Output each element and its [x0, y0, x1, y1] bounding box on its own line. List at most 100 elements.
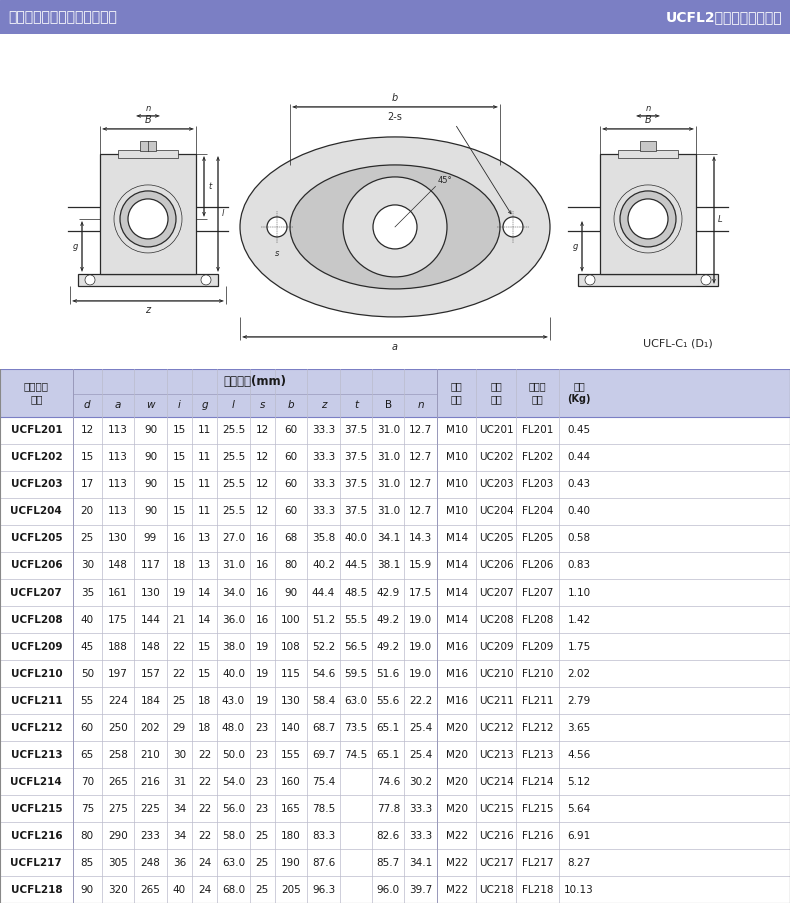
Text: UCFL2系列（标准载荷）: UCFL2系列（标准载荷） — [665, 10, 782, 24]
Text: 22: 22 — [198, 749, 211, 759]
Text: 36: 36 — [173, 858, 186, 868]
Bar — [0, 444, 790, 471]
Text: 35: 35 — [81, 587, 94, 597]
Text: 175: 175 — [108, 614, 128, 624]
Bar — [0, 606, 790, 633]
Circle shape — [585, 275, 595, 284]
Text: UCFL213: UCFL213 — [10, 749, 62, 759]
Text: 60: 60 — [284, 506, 298, 516]
Text: n: n — [417, 400, 424, 410]
Bar — [118, 149, 178, 158]
Text: 49.2: 49.2 — [377, 641, 400, 651]
Circle shape — [503, 217, 523, 237]
Text: 18: 18 — [198, 723, 211, 733]
Text: 22: 22 — [173, 669, 186, 679]
Text: 12: 12 — [256, 479, 269, 489]
Text: 90: 90 — [144, 506, 157, 516]
Text: 68: 68 — [284, 534, 298, 544]
Text: a: a — [392, 342, 398, 352]
Bar — [578, 274, 718, 286]
Circle shape — [373, 205, 417, 249]
Text: 33.3: 33.3 — [312, 506, 335, 516]
Text: 65: 65 — [81, 749, 94, 759]
Text: 99: 99 — [144, 534, 157, 544]
Text: 51.2: 51.2 — [312, 614, 335, 624]
Text: UC202: UC202 — [479, 452, 514, 462]
Text: 10.13: 10.13 — [564, 885, 594, 895]
Text: 42.9: 42.9 — [377, 587, 400, 597]
Text: UC218: UC218 — [479, 885, 514, 895]
Text: 40.2: 40.2 — [312, 561, 335, 571]
Text: 2-s: 2-s — [388, 112, 402, 122]
Text: 37.5: 37.5 — [344, 425, 367, 436]
Text: 85.7: 85.7 — [377, 858, 400, 868]
Text: 38.1: 38.1 — [377, 561, 400, 571]
Text: M20: M20 — [446, 749, 468, 759]
Text: 8.27: 8.27 — [567, 858, 591, 868]
Text: 80: 80 — [81, 831, 94, 841]
Text: 85: 85 — [81, 858, 94, 868]
Text: 55.6: 55.6 — [377, 696, 400, 706]
Circle shape — [267, 217, 287, 237]
Text: FL214: FL214 — [522, 776, 553, 786]
Text: 225: 225 — [141, 804, 160, 814]
Circle shape — [701, 275, 711, 284]
Text: 25.4: 25.4 — [409, 749, 432, 759]
Text: UCFL207: UCFL207 — [10, 587, 62, 597]
Text: 17.5: 17.5 — [409, 587, 432, 597]
Text: z: z — [145, 305, 151, 315]
Text: 22: 22 — [198, 831, 211, 841]
Text: 160: 160 — [281, 776, 301, 786]
Text: 96.3: 96.3 — [312, 885, 335, 895]
Text: UCFL214: UCFL214 — [10, 776, 62, 786]
Text: 140: 140 — [281, 723, 301, 733]
Text: 148: 148 — [108, 561, 128, 571]
Text: 108: 108 — [281, 641, 301, 651]
Text: 190: 190 — [281, 858, 301, 868]
Text: 2.02: 2.02 — [567, 669, 591, 679]
Text: 113: 113 — [108, 425, 128, 436]
Text: 25.5: 25.5 — [222, 479, 245, 489]
Text: FL211: FL211 — [522, 696, 553, 706]
Text: M16: M16 — [446, 696, 468, 706]
Text: 轴承
型号: 轴承 型号 — [491, 381, 502, 404]
Text: 113: 113 — [108, 506, 128, 516]
Text: 1.75: 1.75 — [567, 641, 591, 651]
Text: M14: M14 — [446, 561, 468, 571]
Text: 90: 90 — [144, 479, 157, 489]
Text: M10: M10 — [446, 425, 468, 436]
Ellipse shape — [290, 165, 500, 289]
Text: 12.7: 12.7 — [409, 425, 432, 436]
Text: B: B — [645, 115, 652, 125]
Text: 15.9: 15.9 — [409, 561, 432, 571]
Bar — [0, 579, 790, 606]
Text: t: t — [208, 182, 211, 191]
Bar — [0, 525, 790, 552]
Text: UC211: UC211 — [479, 696, 514, 706]
Text: UC213: UC213 — [479, 749, 514, 759]
Text: 19.0: 19.0 — [409, 641, 432, 651]
Text: 43.0: 43.0 — [222, 696, 245, 706]
Text: 33.3: 33.3 — [312, 425, 335, 436]
Bar — [0, 795, 790, 823]
Text: 83.3: 83.3 — [312, 831, 335, 841]
Text: 77.8: 77.8 — [377, 804, 400, 814]
Text: 60: 60 — [284, 452, 298, 462]
Text: 68.0: 68.0 — [222, 885, 245, 895]
Text: FL202: FL202 — [522, 452, 553, 462]
Text: 130: 130 — [281, 696, 301, 706]
Bar — [0, 417, 790, 444]
Text: 22: 22 — [198, 804, 211, 814]
Text: 55: 55 — [81, 696, 94, 706]
Text: 4.56: 4.56 — [567, 749, 591, 759]
Bar — [0, 876, 790, 903]
Text: 12: 12 — [256, 425, 269, 436]
Text: 117: 117 — [141, 561, 160, 571]
Text: 0.83: 0.83 — [567, 561, 591, 571]
Text: 27.0: 27.0 — [222, 534, 245, 544]
Text: 29: 29 — [173, 723, 186, 733]
Text: 14: 14 — [198, 587, 211, 597]
Text: 19.0: 19.0 — [409, 614, 432, 624]
Text: 23: 23 — [256, 723, 269, 733]
Circle shape — [85, 275, 95, 284]
